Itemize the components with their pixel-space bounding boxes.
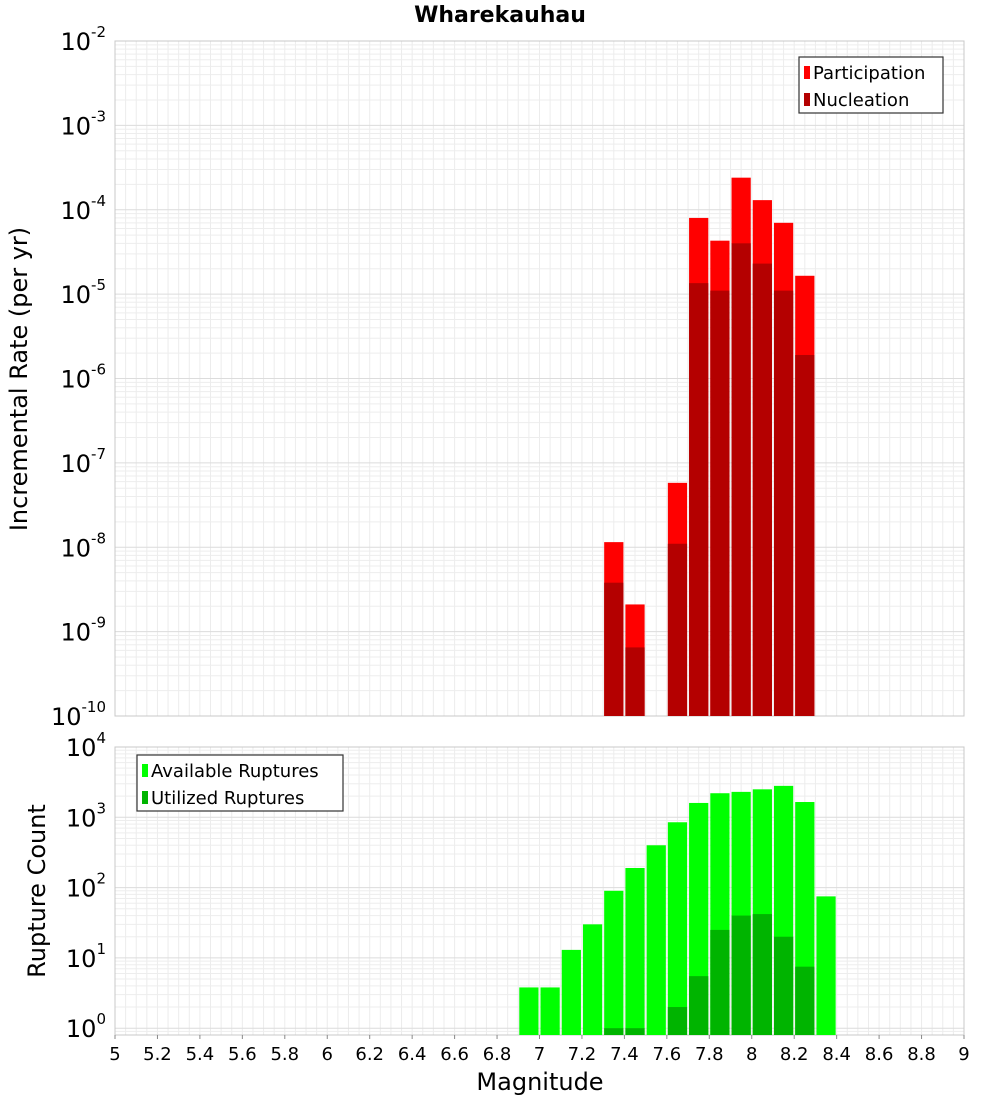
series-utilized-ruptures <box>604 914 815 1035</box>
x-tick-label: 8.4 <box>822 1044 851 1065</box>
bar <box>689 976 709 1035</box>
bar <box>773 936 794 1035</box>
x-tick-label: 5.6 <box>228 1044 257 1065</box>
x-tick-label: 6.4 <box>398 1044 427 1065</box>
count-legend: Available Ruptures Utilized Ruptures <box>136 754 344 812</box>
y-tick-label: 103 <box>66 799 106 832</box>
bar <box>667 1007 688 1035</box>
series-nucleation <box>604 243 815 717</box>
y-tick-label: 10-9 <box>60 614 106 647</box>
bar <box>646 845 666 1035</box>
bar <box>604 890 624 1035</box>
y-tick-label: 10-10 <box>51 698 106 731</box>
legend-swatch <box>804 66 810 79</box>
x-tick-label: 6.8 <box>483 1044 512 1065</box>
x-tick-label: 7.2 <box>568 1044 597 1065</box>
y-tick-label: 10-7 <box>60 445 106 478</box>
legend-entry: Utilized Ruptures <box>151 788 304 809</box>
bar <box>816 896 836 1035</box>
bar <box>625 1028 645 1035</box>
y-tick-label: 100 <box>66 1010 106 1043</box>
bar <box>667 543 688 716</box>
x-tick-label: 5.4 <box>186 1044 215 1065</box>
bar <box>540 987 560 1035</box>
legend-box <box>798 56 944 114</box>
bar <box>625 867 645 1035</box>
rate-y-ticks: 10-10 10-9 10-8 10-7 10-6 10-5 10-4 10-3 10-2 <box>51 23 106 731</box>
bar <box>752 263 772 716</box>
bar <box>582 924 603 1035</box>
bar <box>625 647 645 716</box>
legend-swatch <box>804 93 810 106</box>
x-tick-label: 8.8 <box>907 1044 936 1065</box>
x-tick-label: 6 <box>322 1044 333 1065</box>
legend-box <box>136 754 344 812</box>
legend-swatch <box>142 791 148 804</box>
legend-entry: Available Ruptures <box>151 761 319 782</box>
y-tick-label: 10-3 <box>60 107 106 140</box>
x-tick-label: 7 <box>534 1044 545 1065</box>
x-tick-label: 6.6 <box>440 1044 469 1065</box>
rate-y-axis-label: Incremental Rate (per yr) <box>5 227 33 531</box>
legend-entry: Nucleation <box>813 90 909 111</box>
x-ticks: 5 5.2 5.4 5.6 5.8 6 6.2 6.4 6.6 6.8 7 7.2 7.4 7.6 7.8 8… <box>109 1035 970 1065</box>
rate-legend: Participation Nucleation <box>798 56 944 114</box>
bar <box>731 915 751 1035</box>
y-tick-label: 102 <box>66 870 106 903</box>
bar <box>667 822 688 1035</box>
x-tick-label: 8.2 <box>780 1044 809 1065</box>
bar <box>689 283 709 716</box>
rate-plot-frame <box>114 40 965 717</box>
x-tick-label: 7.8 <box>695 1044 724 1065</box>
x-tick-label: 7.6 <box>653 1044 682 1065</box>
bar <box>752 914 772 1035</box>
x-axis-label: Magnitude <box>476 1068 603 1096</box>
x-tick-label: 5.2 <box>143 1044 172 1065</box>
bar <box>519 987 539 1035</box>
bar <box>710 929 730 1035</box>
y-tick-label: 10-5 <box>60 276 106 309</box>
legend-entry: Participation <box>813 63 925 84</box>
x-tick-label: 7.4 <box>610 1044 639 1065</box>
count-y-ticks: 100 101 102 103 104 <box>66 729 106 1043</box>
x-tick-label: 9 <box>958 1044 969 1065</box>
bar <box>795 966 815 1035</box>
series-available-ruptures <box>519 785 836 1035</box>
bar <box>604 582 624 716</box>
y-tick-label: 10-8 <box>60 529 106 562</box>
bar <box>773 290 794 716</box>
chart-title: Wharekauhau <box>414 3 586 28</box>
legend-swatch <box>142 764 148 777</box>
x-tick-label: 8.6 <box>865 1044 894 1065</box>
bar <box>731 243 751 717</box>
rate-plot-grid <box>114 40 965 717</box>
x-tick-label: 8 <box>746 1044 757 1065</box>
y-tick-label: 10-2 <box>60 23 106 56</box>
y-tick-label: 104 <box>66 729 106 762</box>
x-tick-label: 6.2 <box>355 1044 384 1065</box>
y-tick-label: 101 <box>66 940 106 973</box>
bar <box>604 1028 624 1035</box>
bar <box>561 949 581 1035</box>
y-tick-label: 10-6 <box>60 361 106 394</box>
x-tick-label: 5 <box>109 1044 120 1065</box>
count-y-axis-label: Rupture Count <box>23 804 51 978</box>
bar <box>710 290 730 716</box>
y-tick-label: 10-4 <box>60 192 106 225</box>
bar <box>795 354 815 716</box>
x-tick-label: 5.8 <box>270 1044 299 1065</box>
